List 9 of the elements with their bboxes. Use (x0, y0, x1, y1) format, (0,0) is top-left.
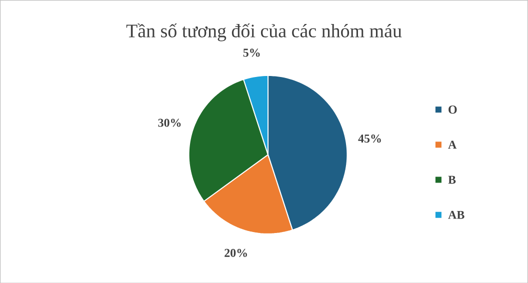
chart-title: Tần số tương đối của các nhóm máu (126, 23, 402, 42)
data-label: 5% (243, 48, 260, 57)
legend-label: AB (448, 210, 464, 219)
data-label: 20% (224, 248, 247, 257)
legend-label: B (448, 176, 456, 184)
legend-label: O (448, 105, 457, 114)
data-label: 30% (158, 118, 181, 127)
legend-label: A (448, 140, 457, 148)
data-label: 45% (358, 134, 381, 142)
